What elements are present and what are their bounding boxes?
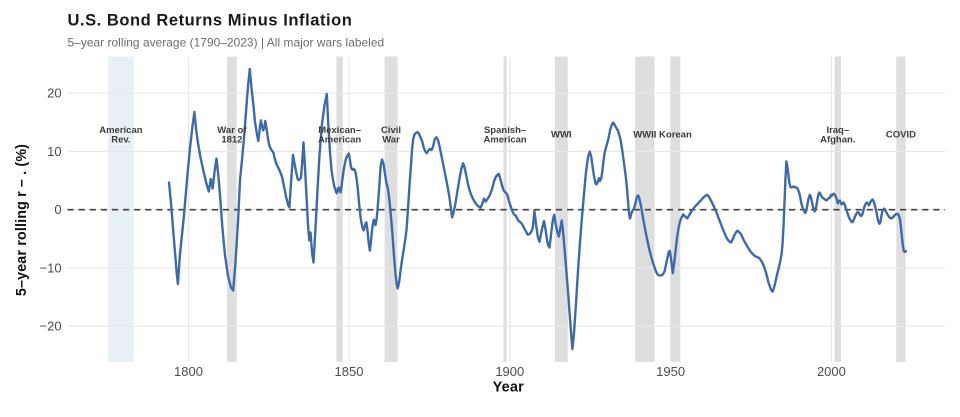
svg-text:1800: 1800 [174, 364, 203, 379]
svg-text:War: War [382, 135, 400, 146]
svg-text:COVID: COVID [886, 130, 916, 141]
svg-text:WWI: WWI [551, 130, 572, 141]
svg-text:Civil: Civil [381, 125, 401, 136]
svg-text:−20: −20 [40, 319, 62, 334]
svg-text:U.S. Bond Returns Minus Inflat: U.S. Bond Returns Minus Inflation [68, 12, 353, 30]
svg-text:Year: Year [493, 380, 525, 396]
svg-text:1900: 1900 [495, 364, 524, 379]
svg-text:WWII: WWII [633, 130, 656, 141]
svg-text:10: 10 [47, 144, 61, 159]
svg-text:0: 0 [54, 202, 61, 217]
svg-text:Mexican–: Mexican– [318, 125, 361, 136]
svg-text:1950: 1950 [656, 364, 685, 379]
svg-text:Afghan.: Afghan. [820, 135, 855, 146]
svg-text:American: American [99, 125, 142, 136]
svg-text:1812: 1812 [221, 135, 242, 146]
svg-text:War of: War of [217, 125, 247, 136]
svg-text:Spanish–: Spanish– [484, 125, 526, 136]
svg-text:American: American [483, 135, 526, 146]
svg-text:1850: 1850 [335, 364, 364, 379]
svg-text:American: American [318, 135, 361, 146]
svg-text:−10: −10 [40, 260, 62, 275]
svg-text:20: 20 [47, 86, 61, 101]
svg-text:2000: 2000 [817, 364, 846, 379]
svg-text:Iraq–: Iraq– [826, 125, 849, 136]
svg-text:Rev.: Rev. [111, 135, 130, 146]
svg-text:5–year rolling average (1790–2: 5–year rolling average (1790–2023) | All… [68, 35, 385, 49]
svg-text:Korean: Korean [659, 130, 692, 141]
svg-text:5–year rolling r – . (%): 5–year rolling r – . (%) [14, 144, 30, 296]
